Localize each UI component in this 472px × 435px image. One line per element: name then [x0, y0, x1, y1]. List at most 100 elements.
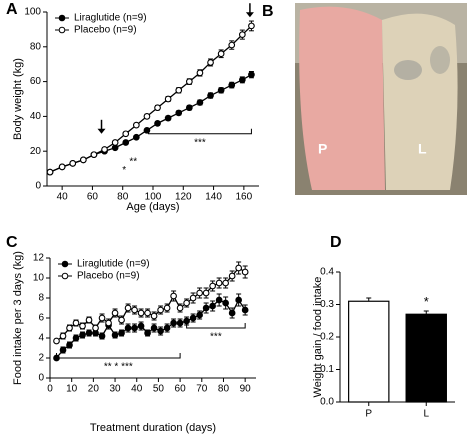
annotation: *	[122, 165, 126, 176]
data-point	[46, 168, 54, 176]
x-tick-label: 40	[57, 192, 69, 203]
x-tick-label: 70	[196, 384, 208, 395]
data-point	[154, 120, 161, 127]
data-point	[72, 319, 80, 327]
bar	[348, 300, 390, 403]
y-axis-label: Weight gain / food intake	[312, 277, 324, 398]
x-tick-label: 10	[66, 384, 78, 395]
data-point	[157, 327, 164, 335]
arrow	[245, 3, 254, 18]
data-point	[143, 113, 151, 120]
data-point	[150, 312, 158, 320]
data-point	[176, 304, 184, 312]
data-point	[207, 92, 214, 99]
x-tick-label: 160	[236, 192, 253, 203]
y-tick-label: 60	[30, 76, 42, 87]
x-tick-label: 40	[131, 384, 143, 395]
data-point	[207, 59, 214, 66]
panel-label: D	[330, 234, 342, 251]
data-point	[124, 324, 132, 332]
y-tick-label: 0.2	[320, 332, 334, 343]
x-tick-label: L	[423, 409, 429, 420]
data-point	[137, 322, 145, 330]
legend-label: Placebo (n=9)	[77, 271, 140, 282]
data-point	[101, 146, 108, 153]
x-tick-label: P	[365, 409, 372, 420]
data-point	[235, 296, 243, 304]
data-point	[98, 314, 106, 322]
data-point	[228, 309, 236, 317]
x-tick-label: 60	[175, 384, 187, 395]
legend-label: Placebo (n=9)	[74, 25, 137, 36]
data-point	[238, 76, 246, 84]
annotation: **	[129, 156, 137, 167]
data-point	[111, 309, 119, 317]
y-tick-label: 0.4	[320, 267, 334, 278]
data-point	[202, 289, 210, 297]
data-point	[196, 99, 204, 106]
x-tick-label: 30	[109, 384, 121, 395]
data-point	[85, 329, 93, 337]
x-tick-label: 90	[240, 384, 252, 395]
significance-bracket	[147, 128, 252, 135]
panel-label: B	[262, 3, 274, 20]
data-point	[183, 299, 190, 307]
data-point	[150, 324, 158, 332]
significance-label: ** * ***	[104, 362, 133, 373]
y-axis-label: Food intake per 3 days (kg)	[12, 251, 24, 385]
data-point	[222, 279, 229, 287]
data-point	[105, 319, 112, 327]
legend-marker	[58, 14, 66, 22]
data-point	[196, 311, 203, 319]
data-point	[215, 296, 223, 304]
data-point	[132, 121, 140, 129]
data-point	[98, 332, 106, 340]
data-point	[66, 341, 73, 349]
data-point	[209, 302, 216, 310]
data-point	[59, 332, 67, 340]
x-tick-label: 140	[205, 192, 222, 203]
data-point	[132, 133, 140, 141]
data-point	[175, 109, 183, 117]
significance-label: ***	[210, 332, 222, 343]
y-tick-label: 10	[33, 273, 45, 284]
data-point	[238, 31, 246, 38]
photo-label: L	[418, 141, 427, 157]
x-tick-label: 20	[88, 384, 100, 395]
significance-bracket	[186, 323, 246, 329]
legend-marker	[61, 272, 69, 280]
data-point	[196, 69, 204, 77]
y-tick-label: 0	[38, 373, 44, 384]
data-point	[90, 151, 98, 159]
data-point	[209, 282, 216, 290]
y-tick-label: 2	[38, 353, 44, 364]
data-point	[170, 319, 177, 327]
x-tick-label: 120	[175, 192, 192, 203]
legend-label: Liraglutide (n=9)	[77, 259, 150, 270]
series-line	[49, 25, 252, 173]
pig-liraglutide	[382, 13, 458, 191]
data-point	[163, 304, 171, 312]
y-tick-label: 8	[38, 293, 44, 304]
data-point	[111, 331, 119, 339]
data-point	[228, 41, 236, 49]
data-point	[122, 130, 130, 138]
data-point	[58, 163, 66, 171]
data-point	[157, 306, 164, 314]
data-point	[79, 331, 86, 339]
y-tick-label: 6	[38, 313, 44, 324]
data-point	[53, 337, 60, 345]
data-point	[144, 329, 151, 337]
arrow-head	[245, 12, 254, 18]
data-point	[222, 299, 229, 307]
panel-label: A	[6, 1, 18, 18]
data-point	[144, 309, 151, 317]
annotation: *	[424, 294, 429, 309]
pig-placebo	[299, 6, 385, 190]
x-tick-label: 0	[47, 384, 53, 395]
data-point	[79, 322, 86, 330]
data-point	[248, 22, 255, 30]
data-point	[241, 306, 249, 314]
data-point	[111, 139, 119, 146]
